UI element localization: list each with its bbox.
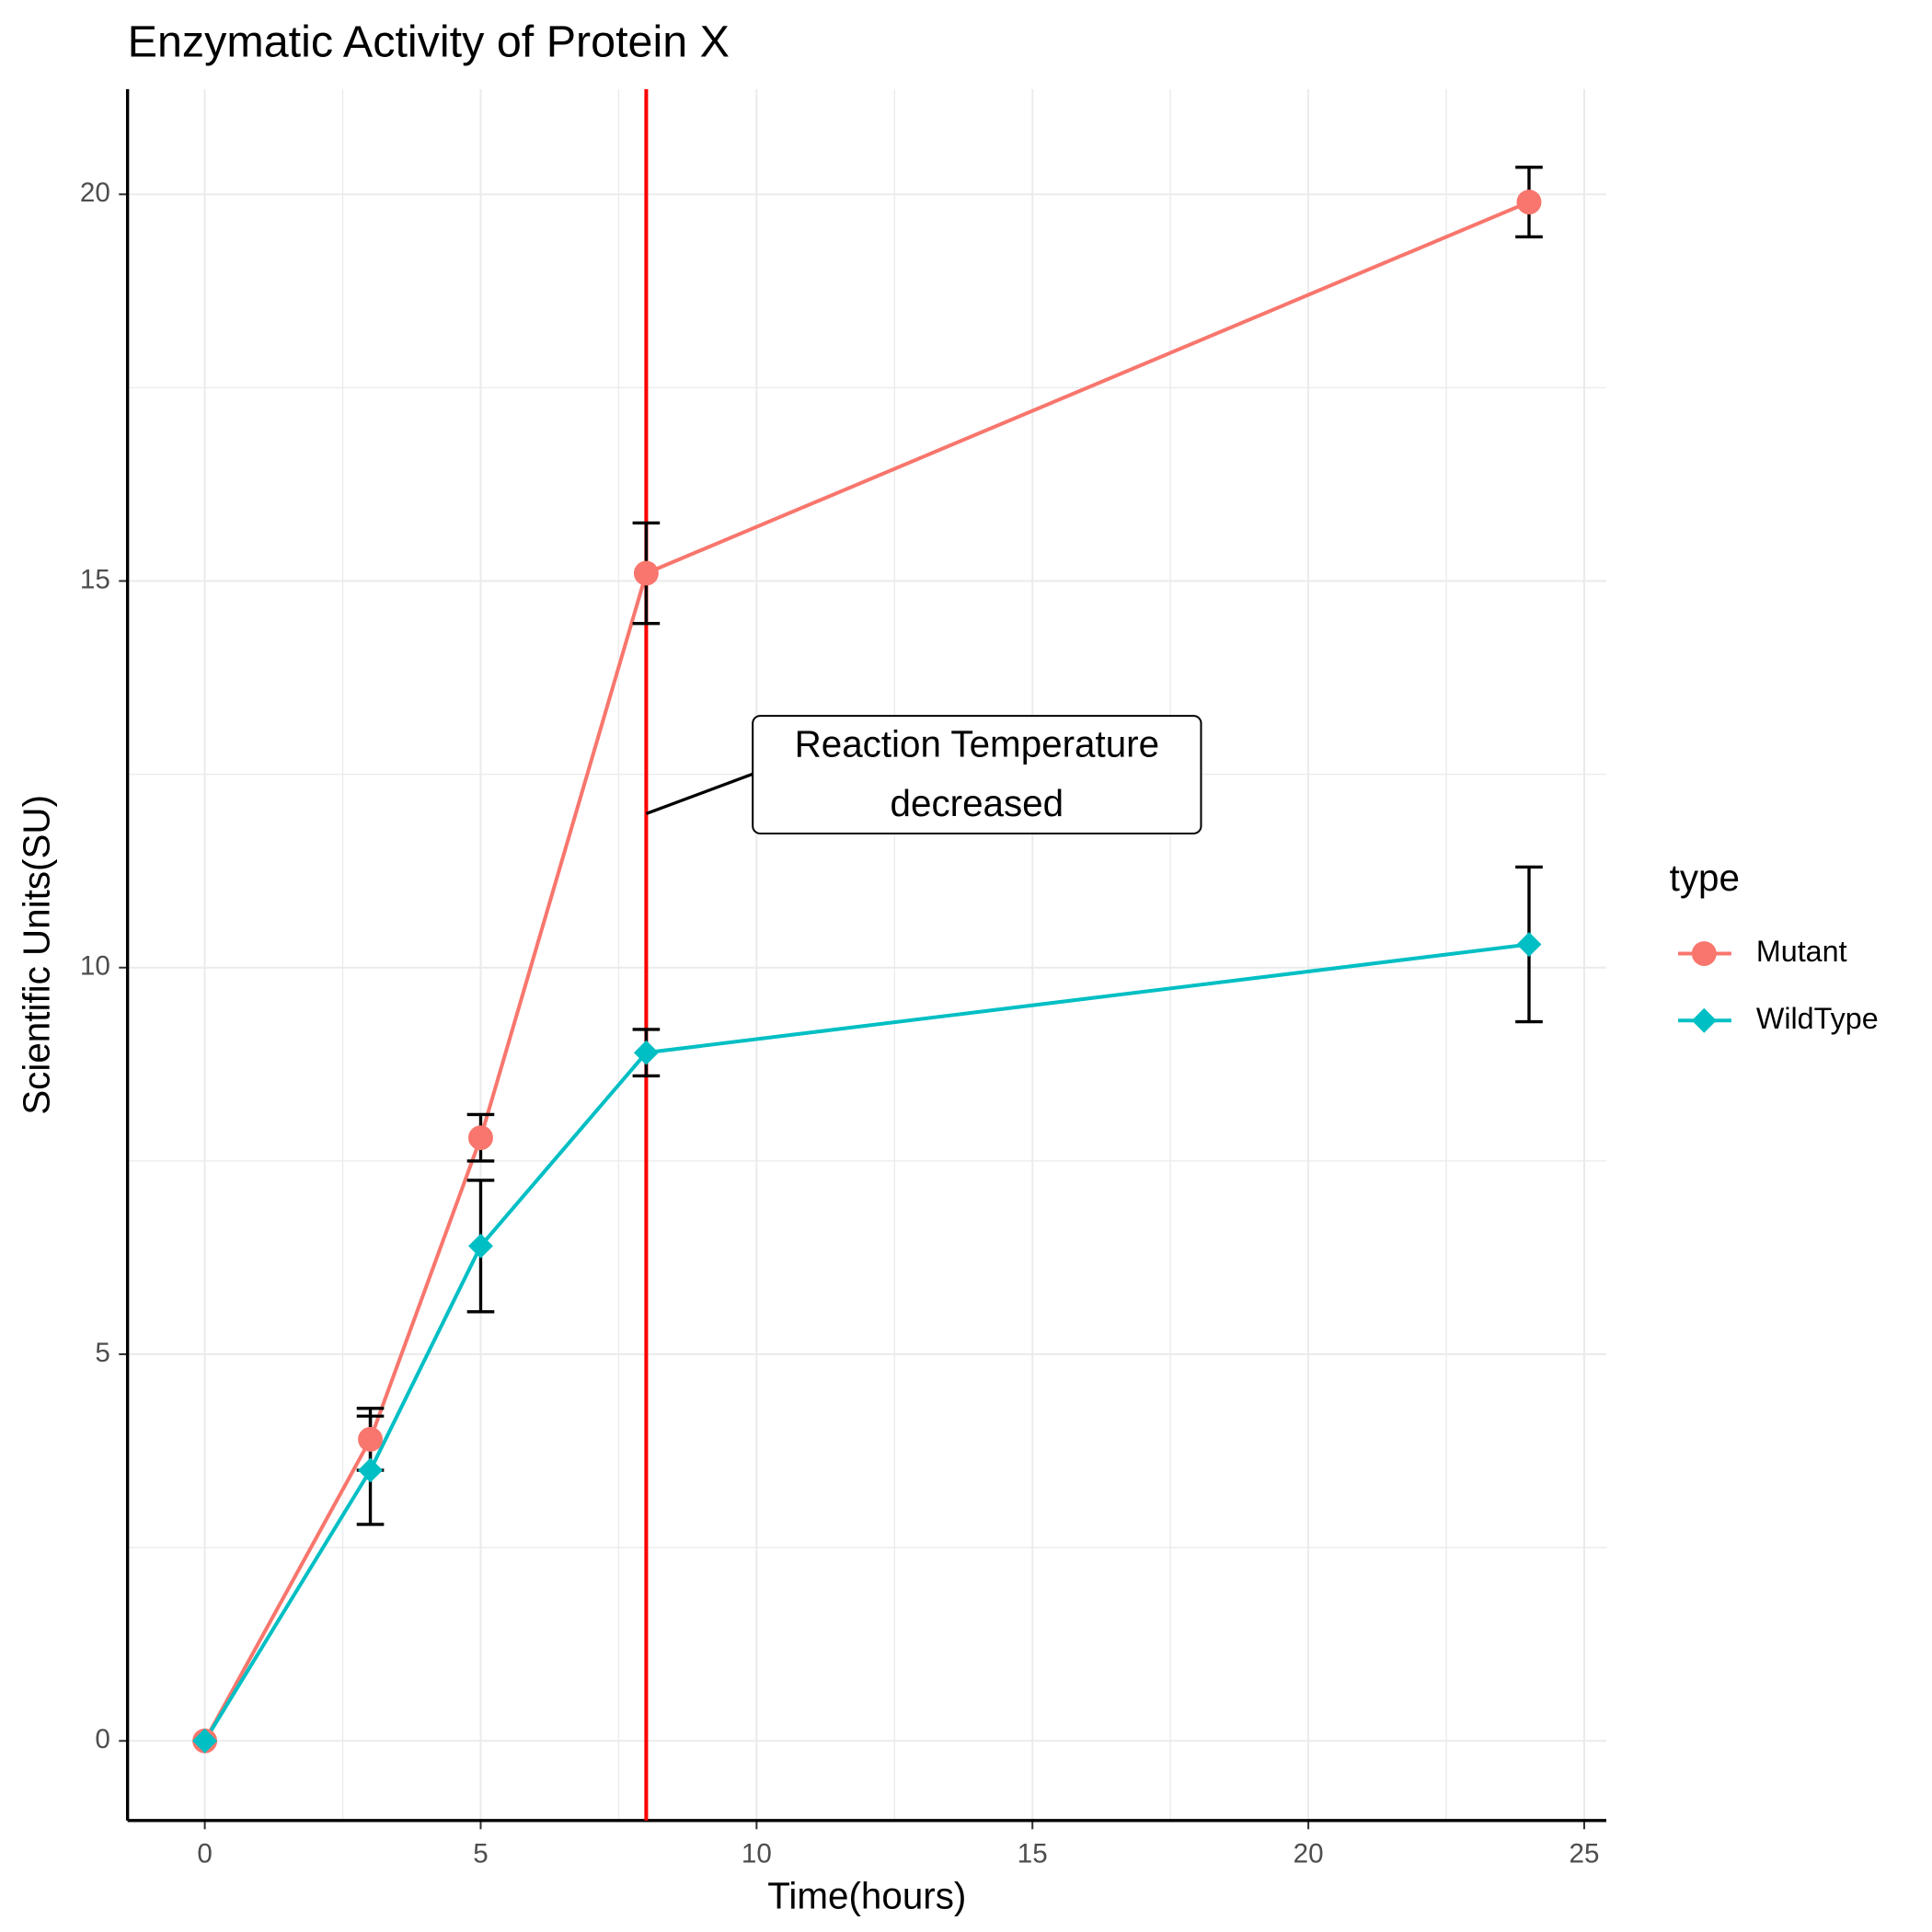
x-tick-label: 10 bbox=[742, 1838, 772, 1869]
y-tick-label: 10 bbox=[80, 951, 110, 982]
x-tick-label: 0 bbox=[197, 1838, 212, 1869]
marker bbox=[1516, 932, 1542, 957]
y-tick-label: 5 bbox=[95, 1338, 109, 1368]
x-tick-label: 5 bbox=[473, 1838, 488, 1869]
marker bbox=[358, 1427, 384, 1452]
y-tick-label: 0 bbox=[95, 1724, 109, 1754]
x-tick-label: 25 bbox=[1570, 1838, 1600, 1869]
marker bbox=[358, 1457, 384, 1483]
y-tick-label: 15 bbox=[80, 564, 110, 594]
legend-title: type bbox=[1670, 857, 1740, 899]
annotation-text: Reaction Temperature bbox=[795, 722, 1159, 765]
marker bbox=[468, 1125, 493, 1151]
legend-label: Mutant bbox=[1756, 935, 1847, 968]
y-axis-title: Scientific Units(SU) bbox=[16, 795, 58, 1115]
annotation-box bbox=[752, 715, 1202, 834]
x-axis-title: Time(hours) bbox=[767, 1874, 966, 1916]
y-tick-label: 20 bbox=[80, 178, 110, 208]
annotation-connector bbox=[645, 772, 753, 816]
annotation-text: decreased bbox=[891, 782, 1064, 824]
marker bbox=[1516, 190, 1542, 215]
x-tick-label: 15 bbox=[1018, 1838, 1048, 1869]
legend-marker bbox=[1691, 941, 1717, 966]
series-line bbox=[202, 200, 1530, 1742]
legend-marker bbox=[1691, 1007, 1717, 1033]
series-line bbox=[202, 942, 1530, 1742]
marker bbox=[633, 560, 659, 586]
legend-label: WildType bbox=[1756, 1002, 1879, 1035]
x-tick-label: 20 bbox=[1294, 1838, 1324, 1869]
chart-title: Enzymatic Activity of Protein X bbox=[128, 17, 730, 66]
